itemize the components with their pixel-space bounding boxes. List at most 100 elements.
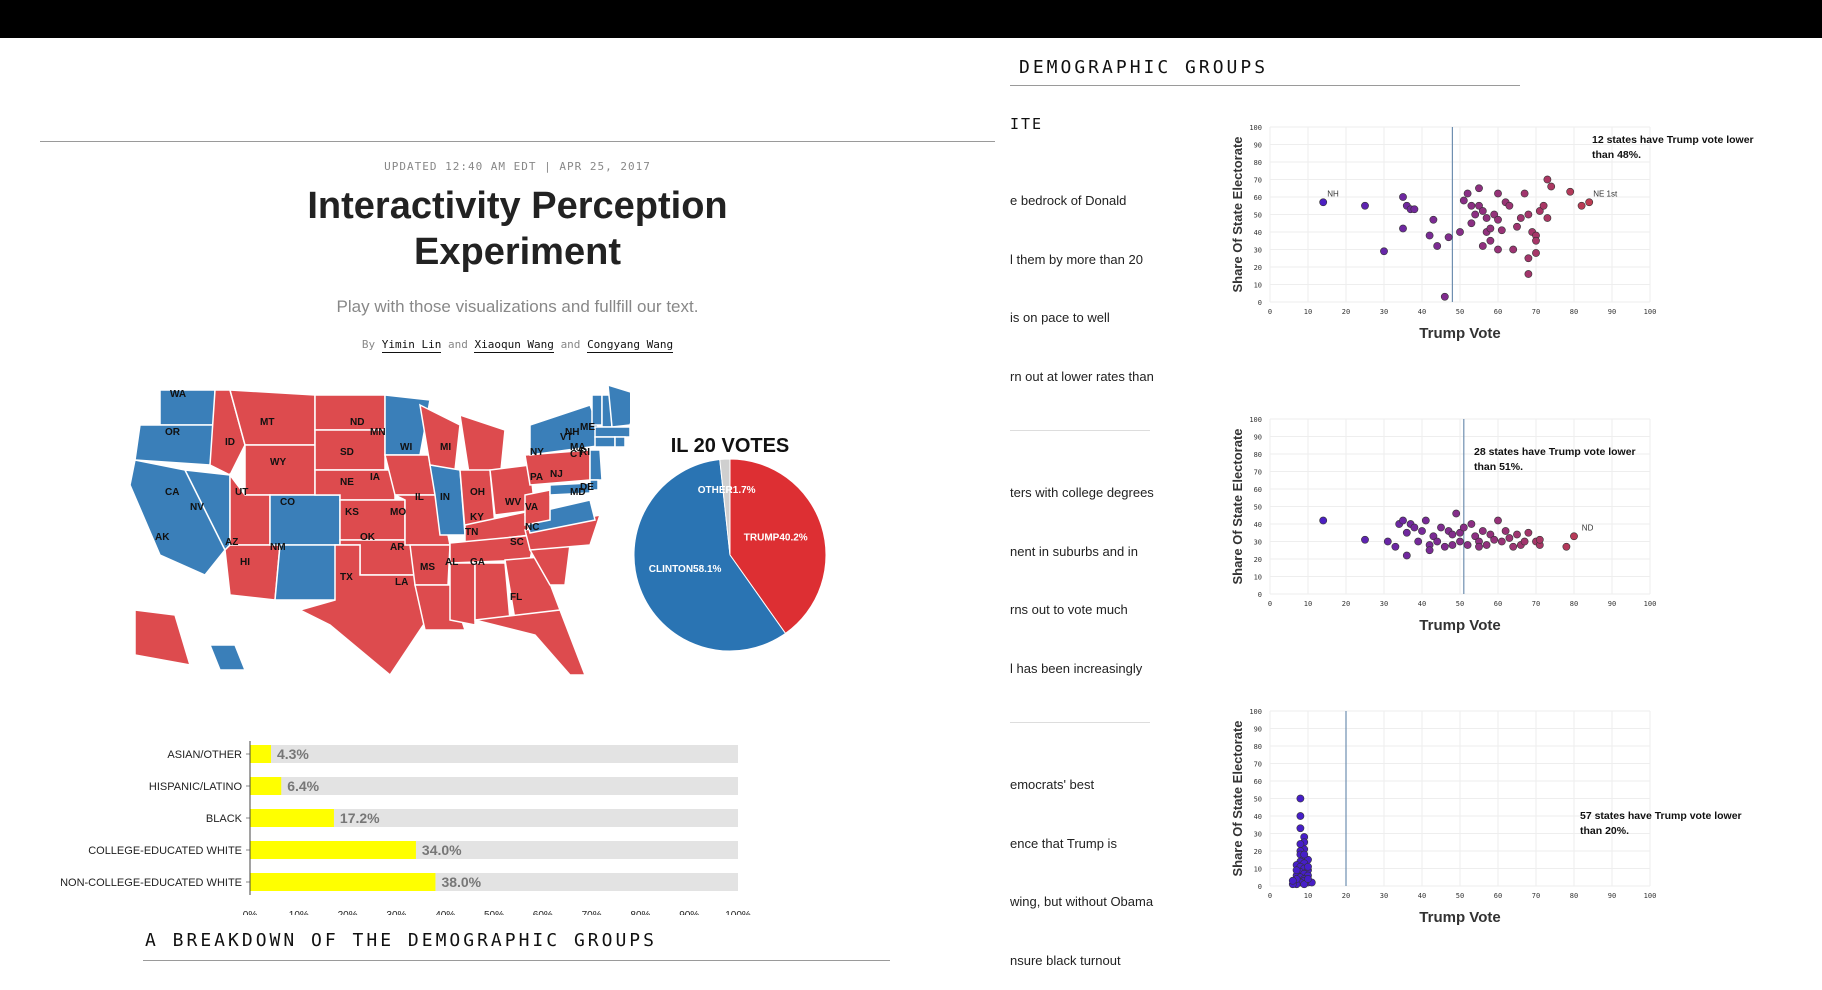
scatter-point[interactable]: [1402, 528, 1411, 537]
scatter-point[interactable]: [1478, 242, 1487, 250]
scatter-point[interactable]: [1456, 528, 1464, 537]
bar[interactable]: [250, 873, 436, 891]
state-ak[interactable]: [134, 609, 192, 666]
scatter-point[interactable]: [1509, 245, 1518, 254]
bar[interactable]: [250, 745, 271, 763]
state-ne[interactable]: [314, 469, 396, 501]
scatter-point[interactable]: [1494, 189, 1502, 198]
scatter-point[interactable]: [1300, 880, 1309, 889]
state-nm[interactable]: [274, 544, 341, 601]
scatter-point[interactable]: [1444, 233, 1453, 242]
scatter-point[interactable]: [1516, 214, 1525, 222]
scatter-point[interactable]: [1467, 219, 1476, 228]
scatter-point[interactable]: [1475, 542, 1483, 551]
scatter-point[interactable]: [1463, 189, 1472, 198]
scatter-point[interactable]: [1429, 215, 1438, 224]
scatter-point[interactable]: [1292, 866, 1301, 875]
scatter-point[interactable]: [1410, 523, 1419, 532]
scatter-point[interactable]: [1425, 231, 1434, 240]
author-link-1[interactable]: Yimin Lin: [381, 338, 442, 353]
scatter-point[interactable]: [1437, 523, 1445, 532]
scatter-point[interactable]: [1399, 516, 1407, 525]
scatter-point[interactable]: [1585, 198, 1594, 207]
state-wy[interactable]: [244, 444, 316, 496]
state-tx[interactable]: [297, 544, 431, 675]
scatter-point[interactable]: [1380, 247, 1388, 256]
state-al[interactable]: [474, 562, 511, 621]
scatter-point[interactable]: [1524, 210, 1533, 219]
scatter-point[interactable]: [1463, 541, 1472, 549]
bar[interactable]: [250, 841, 416, 859]
scatter-point[interactable]: [1490, 210, 1499, 219]
state-va[interactable]: [524, 499, 596, 534]
state-il[interactable]: [429, 464, 466, 536]
scatter-point[interactable]: [1296, 840, 1305, 848]
scatter-point[interactable]: [1524, 254, 1533, 263]
scatter-point[interactable]: [1456, 228, 1464, 236]
author-link-3[interactable]: Congyang Wang: [587, 338, 674, 353]
scatter-point[interactable]: [1543, 175, 1552, 184]
scatter-point[interactable]: [1399, 193, 1407, 201]
scatter-point[interactable]: [1452, 509, 1461, 518]
scatter-point[interactable]: [1520, 189, 1529, 198]
scatter-point[interactable]: [1471, 532, 1480, 541]
scatter-point[interactable]: [1296, 794, 1305, 803]
state-wv[interactable]: [524, 489, 551, 526]
pie-slice-clinton[interactable]: [633, 458, 787, 652]
scatter-point[interactable]: [1300, 850, 1309, 859]
scatter-point[interactable]: [1421, 516, 1430, 525]
scatter-point[interactable]: [1486, 236, 1495, 245]
state-hi[interactable]: [208, 644, 247, 671]
scatter-point[interactable]: [1383, 537, 1392, 546]
state-fl[interactable]: [474, 609, 586, 675]
state-nj[interactable]: [589, 449, 603, 481]
scatter-point[interactable]: [1296, 812, 1305, 820]
scatter-point[interactable]: [1501, 527, 1510, 535]
scatter-point[interactable]: [1532, 249, 1540, 257]
scatter-point[interactable]: [1304, 875, 1312, 883]
scatter-point[interactable]: [1296, 824, 1305, 833]
scatter-point[interactable]: [1494, 245, 1502, 254]
state-me[interactable]: [607, 385, 630, 428]
scatter-point[interactable]: [1402, 551, 1411, 560]
scatter-point[interactable]: [1433, 537, 1442, 546]
author-link-2[interactable]: Xiaoqun Wang: [474, 338, 554, 353]
scatter-point[interactable]: [1467, 520, 1476, 528]
scatter-point[interactable]: [1440, 542, 1449, 551]
scatter-point[interactable]: [1482, 541, 1491, 549]
scatter-point[interactable]: [1456, 537, 1464, 546]
state-wa[interactable]: [159, 389, 216, 426]
scatter-point[interactable]: [1513, 530, 1521, 539]
state-vt[interactable]: [591, 394, 603, 426]
scatter-point[interactable]: [1319, 198, 1328, 207]
scatter-point[interactable]: [1288, 876, 1297, 885]
state-ct[interactable]: [594, 436, 616, 448]
state-id[interactable]: [209, 389, 246, 477]
scatter-point[interactable]: [1391, 542, 1400, 551]
state-ma[interactable]: [594, 426, 630, 438]
scatter-point[interactable]: [1482, 214, 1491, 222]
scatter-point[interactable]: [1486, 224, 1495, 233]
scatter-point[interactable]: [1562, 542, 1571, 551]
scatter-point[interactable]: [1494, 215, 1502, 224]
scatter-point[interactable]: [1433, 242, 1442, 250]
scatter-point[interactable]: [1486, 530, 1495, 539]
scatter-point[interactable]: [1478, 207, 1487, 215]
scatter-point[interactable]: [1570, 532, 1578, 541]
scatter-point[interactable]: [1543, 214, 1552, 222]
scatter-point[interactable]: [1414, 537, 1423, 546]
scatter-point[interactable]: [1524, 270, 1533, 278]
scatter-point[interactable]: [1497, 537, 1506, 546]
scatter-point[interactable]: [1448, 530, 1457, 539]
scatter-point[interactable]: [1467, 201, 1476, 210]
scatter-point[interactable]: [1490, 535, 1499, 544]
pie-slice-trump[interactable]: [729, 458, 827, 635]
scatter-point[interactable]: [1532, 236, 1540, 245]
scatter-point[interactable]: [1478, 527, 1487, 535]
scatter-point[interactable]: [1509, 542, 1518, 551]
scatter-point[interactable]: [1539, 201, 1548, 210]
bar[interactable]: [250, 809, 334, 827]
scatter-point[interactable]: [1459, 523, 1468, 532]
scatter-point[interactable]: [1410, 205, 1419, 214]
scatter-point[interactable]: [1577, 201, 1586, 210]
